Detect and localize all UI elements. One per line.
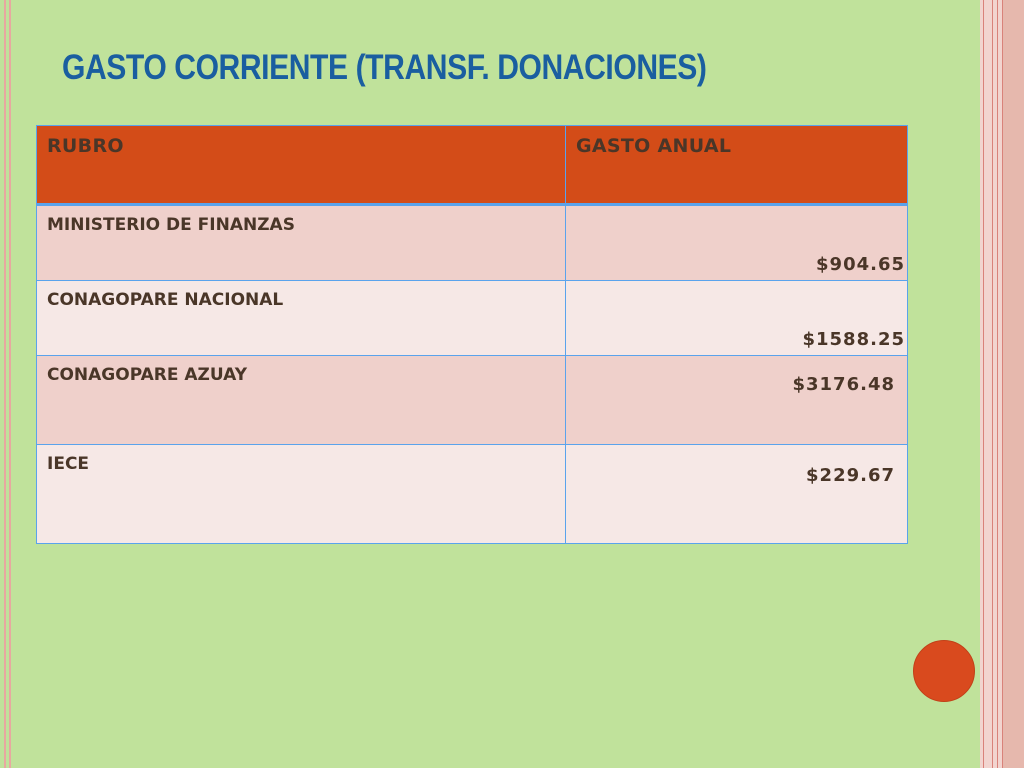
table-header-row: RUBRO GASTO ANUAL (36, 125, 908, 206)
expense-table: RUBRO GASTO ANUAL MINISTERIO DE FINANZAS… (36, 125, 908, 544)
gasto-value: $3176.48 (792, 374, 895, 395)
rubro-label: MINISTERIO DE FINANZAS (47, 215, 295, 235)
header-rubro: RUBRO (36, 125, 566, 206)
gasto-cell: $229.67 (565, 444, 908, 544)
table-row: CONAGOPARE AZUAY $3176.48 (36, 355, 908, 445)
header-gasto-anual: GASTO ANUAL (565, 125, 908, 206)
rubro-cell: CONAGOPARE AZUAY (36, 355, 566, 445)
gasto-value: $904.65 (816, 254, 905, 275)
header-gasto-anual-label: GASTO ANUAL (576, 135, 732, 157)
right-decorative-border (978, 0, 1024, 768)
left-decorative-border (0, 0, 14, 768)
gasto-value: $229.67 (806, 465, 895, 486)
slide-title: GASTO CORRIENTE (TRANSF. DONACIONES) (62, 48, 707, 87)
rubro-cell: MINISTERIO DE FINANZAS (36, 204, 566, 281)
rubro-label: IECE (47, 454, 90, 474)
table-row: IECE $229.67 (36, 444, 908, 544)
rubro-label: CONAGOPARE AZUAY (47, 365, 247, 385)
rubro-cell: IECE (36, 444, 566, 544)
rubro-cell: CONAGOPARE NACIONAL (36, 280, 566, 356)
decorative-orange-circle (913, 640, 975, 702)
gasto-cell: $1588.25 (565, 280, 908, 356)
table-row: CONAGOPARE NACIONAL $1588.25 (36, 280, 908, 356)
rubro-label: CONAGOPARE NACIONAL (47, 290, 284, 310)
gasto-cell: $904.65 (565, 204, 908, 281)
table-row: MINISTERIO DE FINANZAS $904.65 (36, 204, 908, 281)
gasto-value: $1588.25 (802, 329, 905, 350)
header-rubro-label: RUBRO (47, 135, 124, 157)
gasto-cell: $3176.48 (565, 355, 908, 445)
